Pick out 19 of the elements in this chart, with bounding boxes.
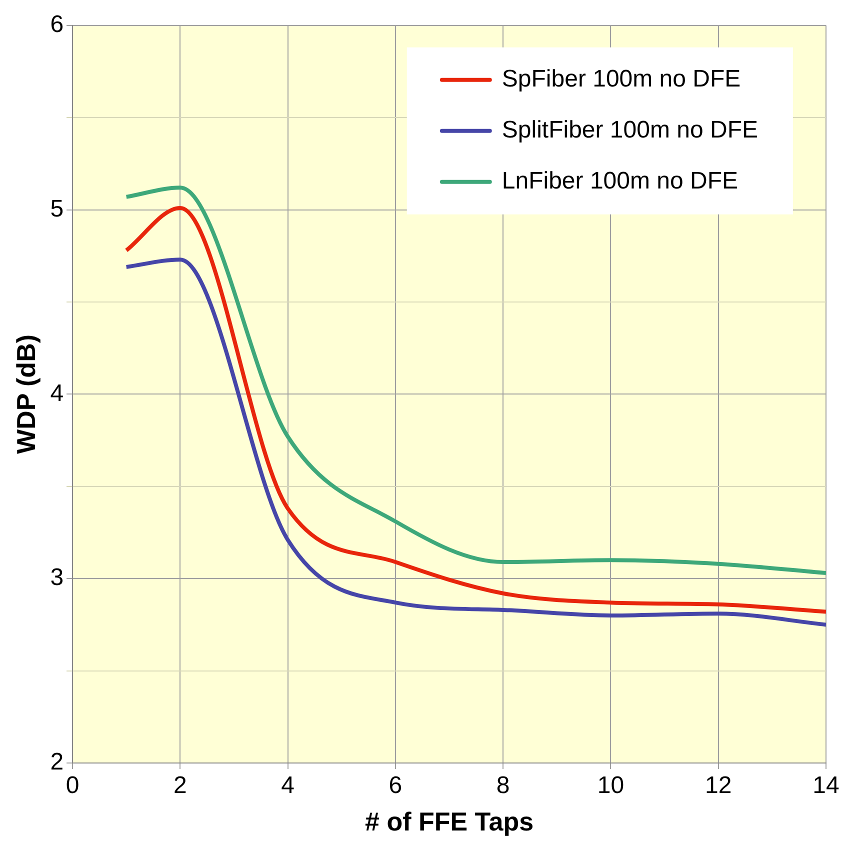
x-axis-title: # of FFE Taps: [365, 806, 534, 837]
x-tick-label: 0: [66, 772, 80, 800]
y-axis-title: WDP (dB): [10, 334, 41, 454]
y-tick-label: 3: [50, 564, 64, 592]
x-tick-label: 6: [388, 772, 402, 800]
x-tick-label: 14: [812, 772, 840, 800]
y-tick-label: 2: [50, 748, 64, 776]
legend-label: SpFiber 100m no DFE: [502, 66, 741, 93]
x-tick-label: 4: [281, 772, 294, 800]
legend-label: LnFiber 100m no DFE: [502, 168, 738, 195]
line-series: [124, 258, 826, 627]
legend-label: SplitFiber 100m no DFE: [502, 116, 758, 144]
x-tick-label: 2: [174, 772, 187, 800]
x-tick-label: 10: [597, 772, 624, 800]
x-tick-label: 8: [496, 772, 510, 800]
y-tick-label: 4: [50, 380, 64, 407]
y-tick-label: 6: [50, 11, 64, 38]
x-tick-label: 12: [705, 772, 732, 800]
y-tick-label: 5: [50, 195, 64, 222]
